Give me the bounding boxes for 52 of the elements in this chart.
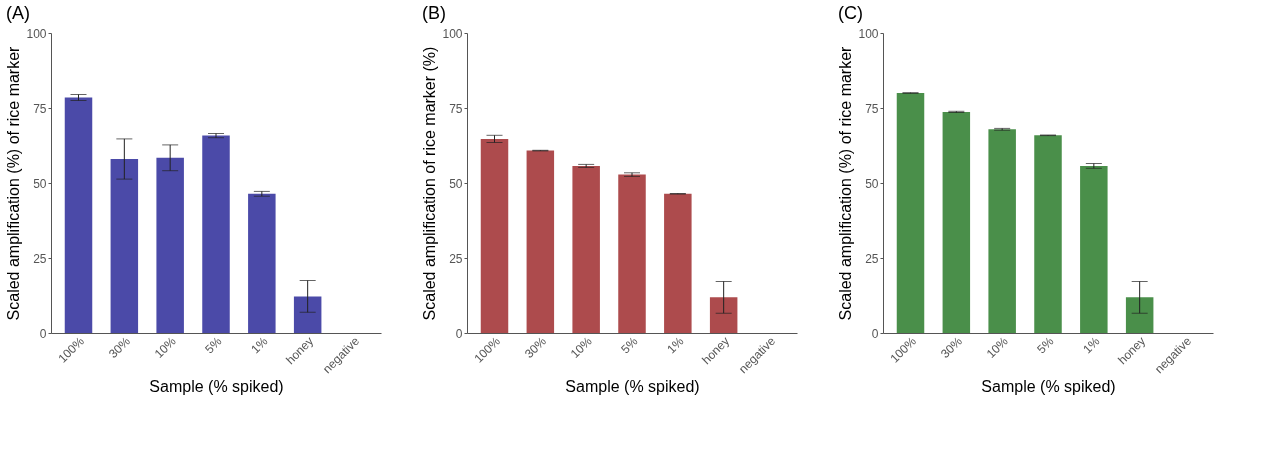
x-tick-label: 30% (105, 333, 134, 361)
x-tick-label: 5% (202, 333, 225, 357)
bar (526, 150, 555, 333)
y-tick-label: 50 (449, 176, 463, 191)
x-tick-label: 30% (521, 333, 550, 361)
bar (942, 111, 971, 333)
y-tick-label: 100 (442, 26, 463, 41)
y-tick-label: 0 (455, 326, 463, 341)
bar (293, 296, 322, 333)
x-tick-label: 10% (567, 333, 595, 361)
y-tick-label: 75 (865, 101, 879, 116)
y-tick-label: 0 (871, 326, 879, 341)
bar (988, 129, 1016, 333)
y-tick-label: 100 (858, 26, 879, 41)
x-axis-title: Sample (% spiked) (149, 378, 284, 396)
chart-title: (B) (421, 3, 446, 23)
y-axis-title: Scaled amplification of rice marker (%) (421, 46, 439, 321)
bar (618, 174, 646, 333)
x-axis-title: Sample (% spiked) (565, 378, 700, 396)
x-tick-label: 5% (1034, 333, 1057, 357)
y-tick-label: 50 (865, 176, 879, 191)
bar (896, 93, 925, 333)
y-axis-title: Scaled amplification (%) of rice marker (837, 45, 855, 321)
chart-title: (C) (837, 3, 863, 23)
x-tick-label: 10% (983, 333, 1011, 361)
y-tick-label: 75 (33, 101, 47, 116)
bar (156, 157, 184, 333)
x-tick-label: 10% (151, 333, 179, 361)
chart-title: (A) (5, 3, 30, 23)
bar (64, 97, 93, 333)
y-tick-label: 50 (33, 176, 47, 191)
bar (1080, 165, 1108, 333)
x-tick-label: 1% (1080, 333, 1103, 357)
bar (709, 297, 738, 333)
y-tick-label: 0 (39, 326, 47, 341)
x-tick-label: 30% (937, 333, 966, 361)
x-tick-label: 5% (618, 333, 641, 357)
y-tick-label: 25 (33, 251, 47, 266)
bar (1034, 135, 1062, 333)
x-tick-label: 1% (664, 333, 687, 357)
y-tick-label: 25 (865, 251, 879, 266)
y-tick-label: 25 (449, 251, 463, 266)
bar (1125, 297, 1154, 333)
y-tick-label: 100 (26, 26, 47, 41)
bar (110, 159, 139, 333)
bar (572, 165, 600, 333)
bar (202, 135, 230, 333)
x-tick-label: 1% (248, 333, 271, 357)
y-tick-label: 75 (449, 101, 463, 116)
bar (664, 193, 692, 333)
x-axis-title: Sample (% spiked) (981, 378, 1116, 396)
y-axis-title: Scaled amplification (%) of rice marker (5, 45, 23, 321)
